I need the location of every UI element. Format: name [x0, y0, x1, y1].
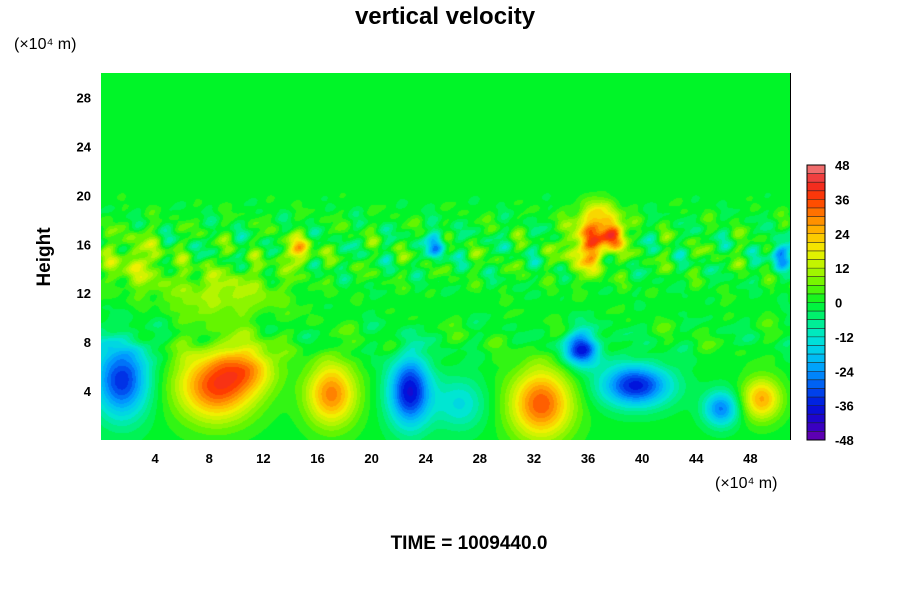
colorbar-segment — [807, 250, 825, 261]
colorbar-segment — [807, 216, 825, 226]
colorbar-segment — [807, 431, 825, 441]
colorbar-tick-label: 36 — [835, 192, 849, 207]
colorbar-segment — [807, 285, 825, 295]
colorbar-segment — [807, 371, 825, 381]
colorbar-segment — [807, 259, 825, 269]
x-tick-label: 16 — [310, 451, 324, 466]
colorbar-segment — [807, 328, 825, 338]
colorbar-tick-label: -48 — [835, 433, 854, 448]
colorbar-segment — [807, 207, 825, 218]
colorbar-segment — [807, 405, 825, 415]
heatmap-field — [101, 73, 791, 440]
x-unit-label: (×10⁴ m) — [715, 475, 777, 492]
colorbar-segment — [807, 293, 825, 303]
y-tick-label: 16 — [77, 237, 91, 252]
y-axis-ticks: 4 8 12 16 20 24 28 — [77, 90, 92, 399]
colorbar-segment — [807, 302, 825, 312]
x-tick-label: 48 — [743, 451, 757, 466]
x-tick-label: 8 — [206, 451, 213, 466]
colorbar-segment — [807, 199, 825, 209]
x-tick-label: 20 — [364, 451, 378, 466]
x-tick-label: 32 — [527, 451, 541, 466]
y-unit-label: (×10⁴ m) — [14, 36, 76, 53]
y-tick-label: 8 — [84, 335, 91, 350]
colorbar-segment — [807, 242, 825, 252]
y-tick-label: 24 — [77, 139, 92, 154]
colorbar-segment — [807, 233, 825, 243]
x-tick-label: 40 — [635, 451, 649, 466]
colorbar-frame — [806, 164, 826, 441]
colorbar-ticks: 48 36 24 12 0 -12 -24 -36 -48 — [835, 158, 855, 448]
chart-title: vertical velocity — [355, 3, 536, 30]
x-tick-label: 28 — [473, 451, 487, 466]
colorbar-tick-label: -24 — [835, 364, 855, 379]
colorbar-tick-label: 48 — [835, 158, 849, 173]
colorbar-segment — [807, 276, 825, 286]
colorbar-segment — [807, 362, 825, 372]
colorbar-segment — [807, 345, 825, 355]
colorbar-segment — [807, 354, 825, 364]
y-tick-label: 28 — [77, 90, 91, 105]
heatmap-container — [101, 73, 791, 440]
colorbar-segment — [807, 422, 825, 432]
x-axis-ticks: 4 8 12 16 20 24 28 32 36 40 44 48 — [152, 451, 758, 466]
y-tick-label: 12 — [77, 286, 91, 301]
x-tick-label: 24 — [418, 451, 433, 466]
y-tick-label: 4 — [84, 384, 92, 399]
colorbar-segment — [807, 388, 825, 398]
y-tick-label: 20 — [77, 188, 91, 203]
colorbar-tick-label: -36 — [835, 399, 854, 414]
time-label: TIME = 1009440.0 — [391, 533, 548, 554]
colorbar-tick-label: 12 — [835, 261, 849, 276]
colorbar-segment — [807, 182, 825, 192]
colorbar-segment — [807, 173, 825, 183]
y-axis-label: Height — [34, 227, 55, 287]
colorbar-segment — [807, 397, 825, 407]
colorbar-segment — [807, 379, 825, 389]
colorbar-tick-label: 24 — [835, 227, 850, 242]
x-tick-label: 36 — [581, 451, 595, 466]
colorbar-segment — [807, 311, 825, 321]
x-tick-label: 4 — [152, 451, 160, 466]
colorbar — [806, 164, 826, 441]
colorbar-segment — [807, 336, 825, 346]
colorbar-segment — [807, 268, 825, 278]
x-tick-label: 44 — [689, 451, 704, 466]
colorbar-segment — [807, 225, 825, 235]
colorbar-segment — [807, 190, 825, 200]
colorbar-tick-label: 0 — [835, 296, 842, 311]
colorbar-segment — [807, 165, 825, 175]
colorbar-tick-label: -12 — [835, 330, 854, 345]
colorbar-segment — [807, 319, 825, 329]
colorbar-segment — [807, 414, 825, 424]
x-tick-label: 12 — [256, 451, 270, 466]
